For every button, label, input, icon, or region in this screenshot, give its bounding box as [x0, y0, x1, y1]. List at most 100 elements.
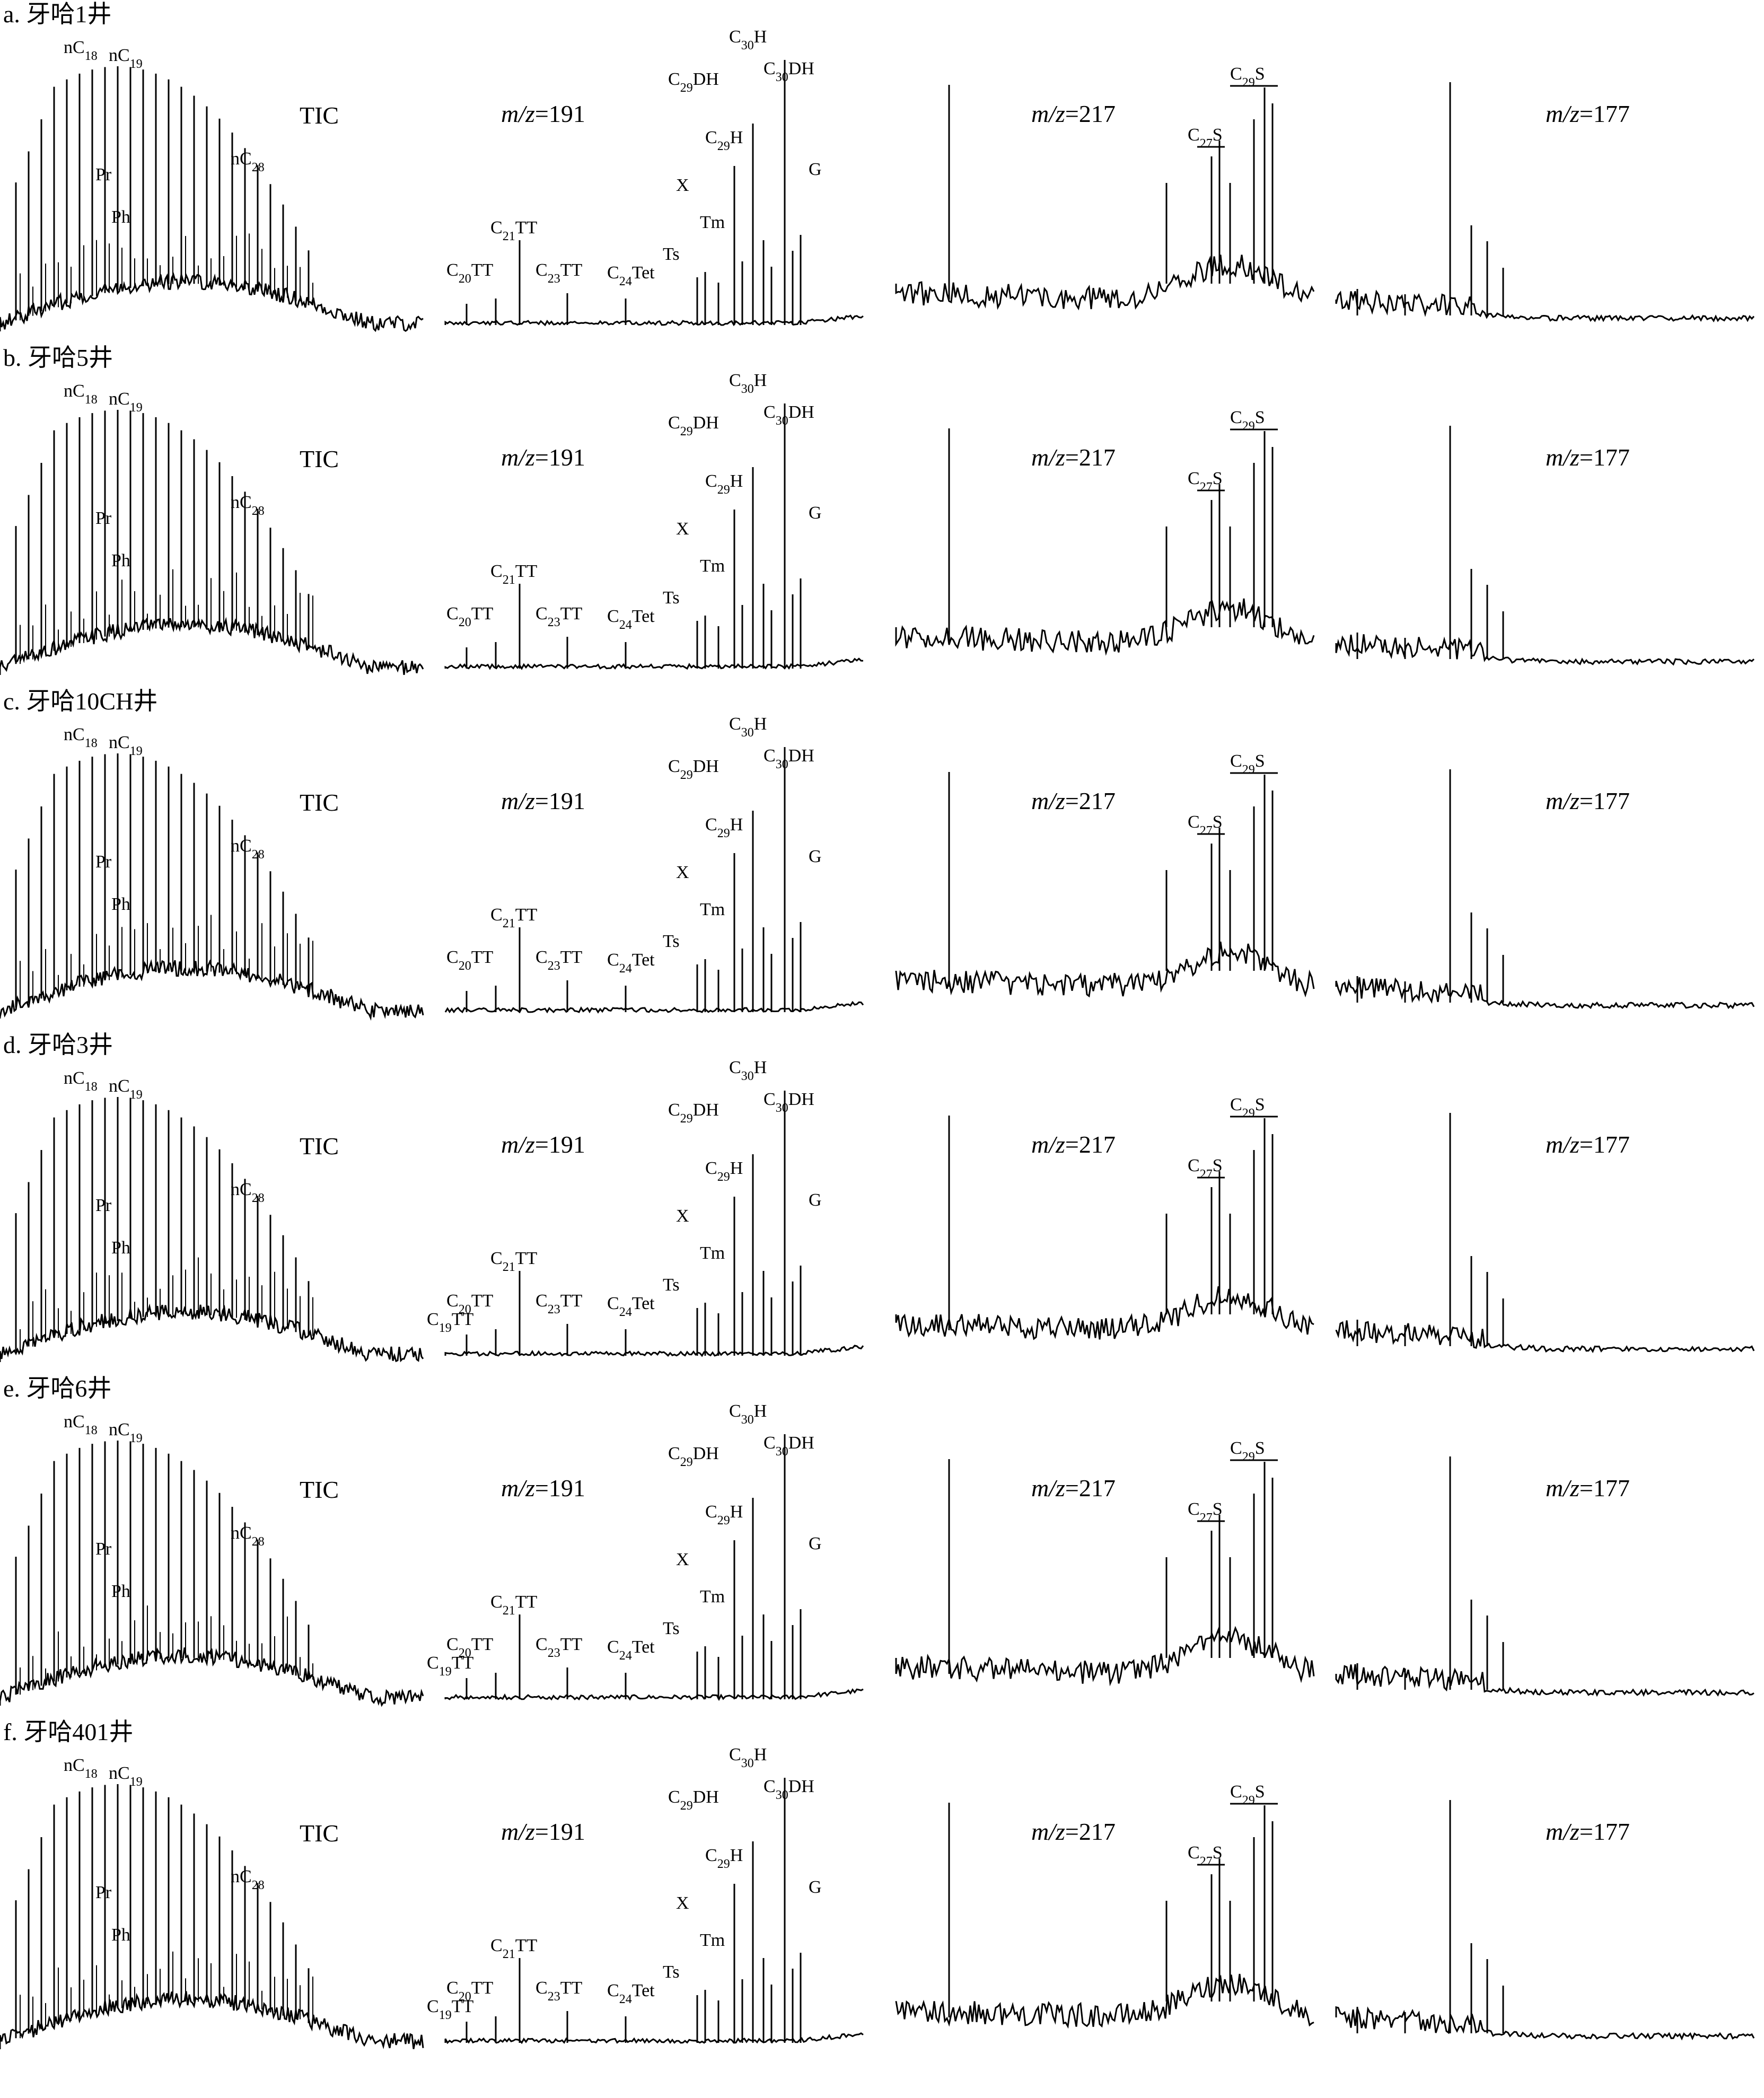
- m191-label-Tm: Tm: [700, 1243, 725, 1263]
- tic-label-Ph: Ph: [111, 1582, 130, 1601]
- tic-label-nC19: nC19: [109, 1763, 143, 1789]
- m191-label-X: X: [676, 519, 689, 539]
- m191-label-X: X: [676, 1206, 689, 1226]
- m191-label-C19TT: C19TT: [427, 1653, 473, 1679]
- tic-label-Pr: Pr: [95, 1539, 112, 1559]
- m191-label-G: G: [809, 1190, 822, 1210]
- m217-title: m/z=217: [1031, 100, 1116, 127]
- tic-trace: [0, 617, 424, 675]
- m191-trace: [444, 1000, 864, 1014]
- m191-label-C21TT: C21TT: [490, 1936, 537, 1961]
- m177-title: m/z=177: [1546, 1131, 1630, 1158]
- m191-label-C29H: C29H: [705, 1158, 743, 1184]
- m191-label-C30H: C30H: [729, 714, 767, 740]
- m217-label-C29S: C29S: [1230, 751, 1265, 777]
- m217-trace: [895, 1626, 1315, 1687]
- m191-label-C24Tet: C24Tet: [607, 1981, 655, 2006]
- tic-label-nC18: nC18: [64, 1068, 98, 1094]
- m191-label-C30DH: C30DH: [763, 1433, 814, 1459]
- m177-trace: [1335, 634, 1755, 666]
- panel-title-b: b. 牙哈5井: [3, 344, 113, 371]
- panel-b: nC18 nC19 Pr Ph nC28 C20TT C21TT C23TT C24Tet Ts T…: [0, 371, 1755, 675]
- tic-title: TIC: [300, 789, 339, 816]
- m191-label-C30DH: C30DH: [763, 746, 814, 771]
- m177-trace: [1335, 1664, 1754, 1697]
- m191-label-C24Tet: C24Tet: [607, 1294, 655, 1319]
- m217-label-C29S: C29S: [1230, 1782, 1265, 1807]
- m191-label-G: G: [809, 503, 822, 523]
- tic-label-Pr: Pr: [95, 1196, 112, 1215]
- m191-label-C29DH: C29DH: [668, 1787, 719, 1813]
- tic-label-nC28: nC28: [231, 1523, 265, 1549]
- m177-trace: [1335, 2006, 1755, 2041]
- m217-title: m/z=217: [1031, 1474, 1116, 1502]
- m177-title: m/z=177: [1546, 1474, 1630, 1502]
- m191-label-C21TT: C21TT: [490, 218, 537, 243]
- tic-label-nC19: nC19: [109, 389, 143, 415]
- m217-title: m/z=217: [1031, 1818, 1116, 1845]
- tic-label-Ph: Ph: [111, 894, 130, 914]
- m191-label-C29DH: C29DH: [668, 757, 719, 782]
- m191-label-Ts: Ts: [663, 1275, 680, 1295]
- tic-label-nC19: nC19: [109, 733, 143, 758]
- m191-label-C21TT: C21TT: [490, 1249, 537, 1274]
- m191-label-C23TT: C23TT: [536, 604, 582, 629]
- m191-label-C29H: C29H: [705, 815, 743, 840]
- tic-label-Ph: Ph: [111, 207, 130, 227]
- panel-a: nC18 nC19 Pr Ph nC28 C20TT C21TT C23TT C24Tet Ts T…: [0, 27, 1755, 332]
- tic-title: TIC: [300, 1476, 339, 1503]
- m191-label-Tm: Tm: [700, 1930, 725, 1950]
- panel-title-e: e. 牙哈6井: [3, 1375, 112, 1402]
- m217-trace: [895, 1973, 1314, 2029]
- m217-label-C29S: C29S: [1230, 64, 1265, 90]
- m217-trace: [895, 941, 1315, 998]
- m177-trace: [1335, 289, 1755, 322]
- m217-label-C27S: C27S: [1188, 1156, 1223, 1181]
- m191-label-G: G: [809, 1534, 822, 1553]
- m191-label-C30DH: C30DH: [763, 59, 814, 84]
- m191-label-C20TT: C20TT: [446, 260, 493, 286]
- tic-label-nC18: nC18: [64, 1755, 98, 1781]
- panel-c: nC18 nC19 Pr Ph nC28 C20TT C21TT C23TT C24Tet Ts T…: [0, 714, 1755, 1021]
- tic-trace: [0, 1991, 424, 2049]
- tic-label-Ph: Ph: [111, 1925, 130, 1945]
- tic-label-nC28: nC28: [231, 1180, 265, 1205]
- m191-label-Tm: Tm: [700, 900, 725, 919]
- m191-label-Ts: Ts: [663, 244, 680, 264]
- m191-label-C24Tet: C24Tet: [607, 263, 655, 288]
- m191-label-C23TT: C23TT: [536, 1635, 582, 1660]
- m191-label-Ts: Ts: [663, 932, 680, 951]
- m191-title: m/z=191: [501, 444, 585, 471]
- tic-label-nC28: nC28: [231, 836, 265, 862]
- m191-label-G: G: [809, 1877, 822, 1897]
- tic-label-Ph: Ph: [111, 1238, 130, 1258]
- m191-label-Ts: Ts: [663, 1962, 680, 1982]
- m217-label-C27S: C27S: [1188, 1843, 1223, 1868]
- m191-label-C30H: C30H: [729, 1745, 767, 1770]
- m191-label-C21TT: C21TT: [490, 1592, 537, 1618]
- tic-label-nC18: nC18: [64, 725, 98, 750]
- m191-title: m/z=191: [501, 1818, 585, 1845]
- m191-label-C20TT: C20TT: [446, 1978, 493, 2004]
- tic-label-nC18: nC18: [64, 381, 98, 407]
- m191-label-Ts: Ts: [663, 1619, 680, 1638]
- m217-trace: [895, 254, 1315, 311]
- tic-label-nC28: nC28: [231, 1867, 265, 1892]
- m191-label-C19TT: C19TT: [427, 1310, 473, 1335]
- tic-trace: [0, 1303, 424, 1363]
- m217-label-C29S: C29S: [1230, 1438, 1265, 1464]
- m217-title: m/z=217: [1031, 444, 1116, 471]
- m191-label-C19TT: C19TT: [427, 1997, 473, 2022]
- tic-label-nC19: nC19: [109, 46, 143, 71]
- tic-trace: [0, 272, 424, 332]
- tic-label-Pr: Pr: [95, 852, 112, 872]
- panel-title-a: a. 牙哈1井: [3, 1, 112, 28]
- m177-title: m/z=177: [1546, 1818, 1630, 1845]
- m217-label-C27S: C27S: [1188, 125, 1223, 151]
- m191-label-C24Tet: C24Tet: [607, 1637, 655, 1663]
- m191-label-C29DH: C29DH: [668, 69, 719, 95]
- m191-title: m/z=191: [501, 1474, 585, 1502]
- m191-label-G: G: [809, 160, 822, 179]
